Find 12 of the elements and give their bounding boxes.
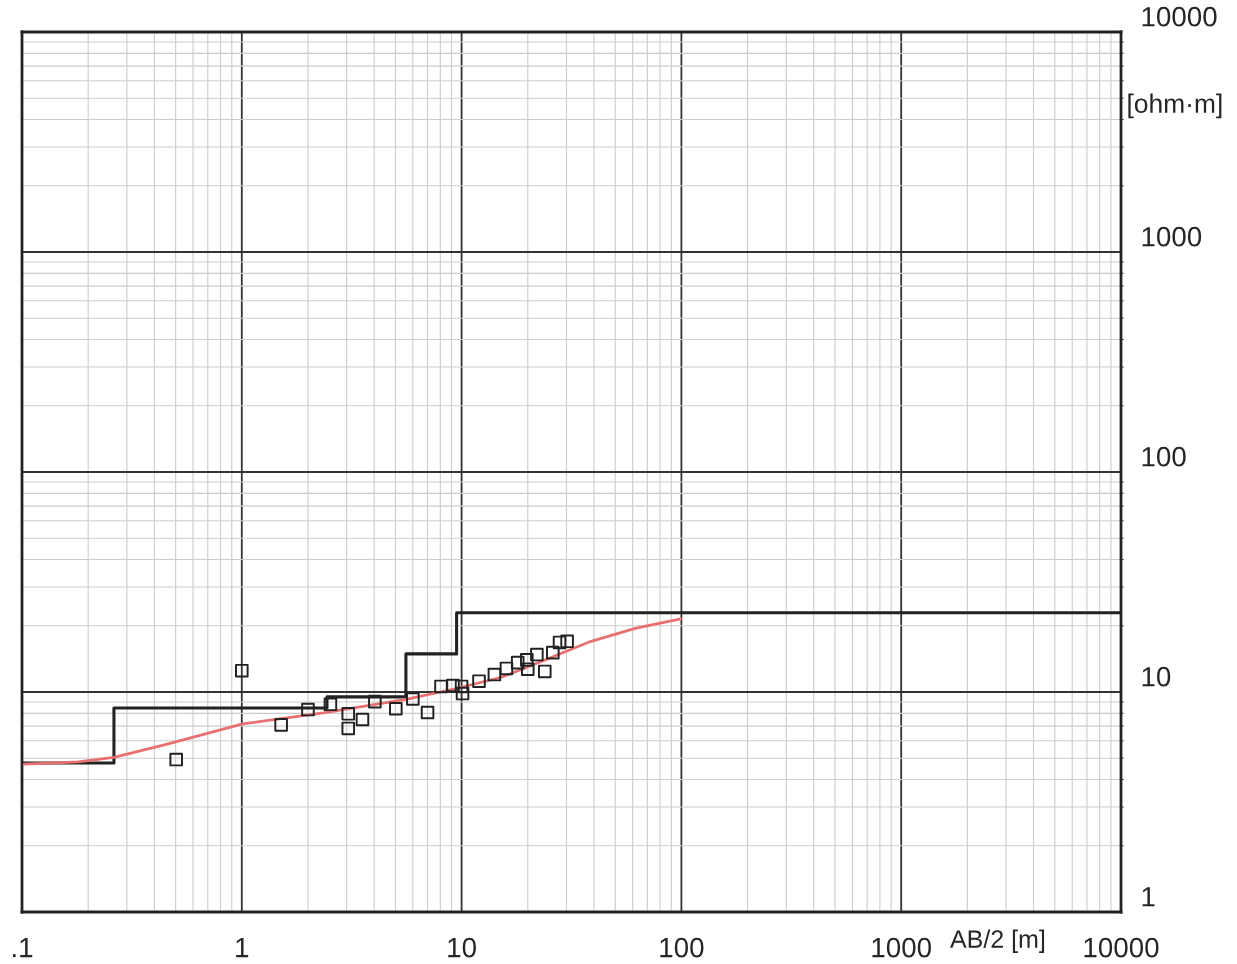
y-tick-label: 10 [1142,666,1171,687]
y-tick-label: 100 [1142,446,1186,467]
y-tick-label: 10000 [1142,6,1217,27]
x-tick-label: 100 [660,937,704,958]
x-tick-label: 1000 [872,937,932,958]
x-axis-title: AB/2 [m] [950,929,1045,953]
x-tick-label: .1 [12,938,33,958]
x-tick-label: 1 [236,938,249,958]
y-axis-title: [ohm·m] [1128,93,1222,119]
x-tick-label: 10 [448,937,476,958]
y-tick-label: 1000 [1142,226,1202,247]
y-tick-label: 1 [1142,887,1155,907]
